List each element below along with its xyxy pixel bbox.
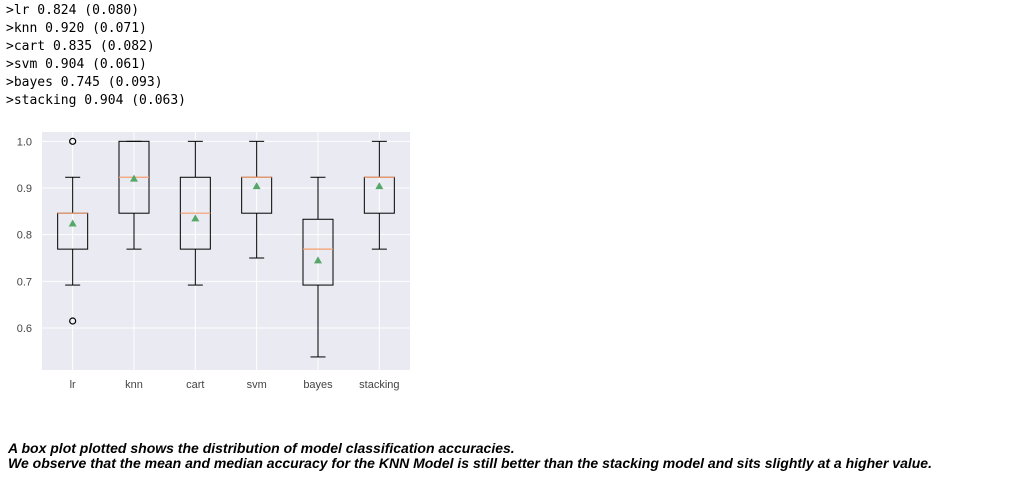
box-plot-svg: 1.0 0.9 0.8 0.7 0.6 lr knn cart svm bayes stacking [17, 132, 410, 391]
console-line: >knn 0.920 (0.071) [6, 21, 147, 36]
y-tick-label: 1.0 [17, 136, 32, 148]
x-tick-label: knn [125, 379, 143, 391]
console-line: >lr 0.824 (0.080) [6, 3, 140, 18]
mean-marker [191, 214, 200, 222]
plot-background [42, 132, 410, 370]
y-tick-label: 0.8 [17, 230, 32, 242]
x-tick-label: lr [70, 379, 76, 391]
outlier-point [69, 137, 77, 145]
mean-marker [130, 174, 138, 182]
x-tick-label: cart [186, 379, 204, 391]
console-line: >stacking 0.904 (0.063) [6, 93, 187, 108]
y-tick-label: 0.9 [17, 183, 32, 195]
mean-marker [314, 256, 322, 264]
mean-marker [375, 182, 384, 190]
box-plot-chart: 1.0 0.9 0.8 0.7 0.6 lr knn cart svm bayes stacking [0, 120, 420, 405]
box-bayes [302, 218, 334, 286]
x-tick-label: stacking [359, 379, 399, 391]
console-line: >cart 0.835 (0.082) [6, 39, 155, 54]
x-tick-label: bayes [303, 379, 333, 391]
y-tick-label: 0.6 [17, 323, 32, 335]
y-tick-label: 0.7 [17, 276, 32, 288]
outlier-point [69, 317, 77, 325]
caption-line-1: A box plot plotted shows the distributio… [8, 440, 515, 456]
mean-marker [68, 219, 77, 227]
console-line: >bayes 0.745 (0.093) [6, 75, 163, 90]
console-line: >svm 0.904 (0.061) [6, 57, 147, 72]
console-output: >lr 0.824 (0.080) >knn 0.920 (0.071) >cart… [6, 2, 186, 110]
mean-marker [252, 182, 261, 190]
caption-line-2: We observe that the mean and median accu… [8, 455, 932, 471]
x-tick-label: svm [247, 379, 267, 391]
caption: A box plot plotted shows the distributio… [8, 441, 932, 471]
